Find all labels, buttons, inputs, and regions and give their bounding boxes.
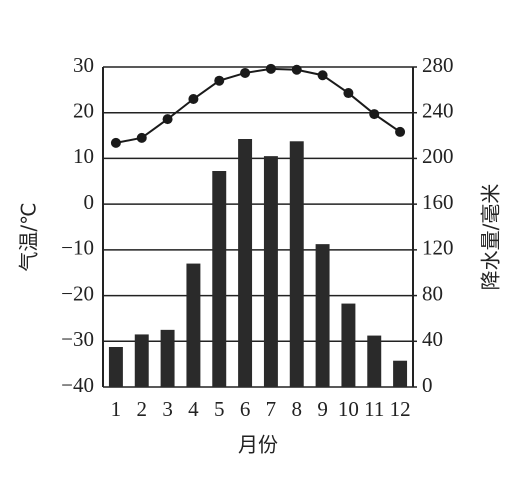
x-axis-label: 月份 (238, 433, 278, 457)
temperature-point (162, 114, 173, 125)
bar (134, 334, 149, 387)
temperature-point (343, 88, 354, 99)
x-tick-label: 3 (162, 397, 173, 421)
y2-tick-label: 120 (422, 236, 454, 260)
bar (341, 303, 356, 387)
x-tick-label: 7 (266, 397, 277, 421)
temperature-point (136, 132, 147, 143)
bar (393, 360, 408, 387)
x-tick-label: 9 (317, 397, 328, 421)
bar (108, 347, 123, 387)
y-axis-label: 气温/℃ (17, 202, 41, 271)
bar (238, 139, 253, 387)
bar (315, 244, 330, 387)
y2-tick-label: 0 (422, 373, 433, 397)
temperature-point (188, 94, 199, 104)
y2-tick-label: 160 (422, 190, 454, 214)
temperature-point (240, 67, 251, 78)
y-tick-label: −30 (61, 327, 94, 351)
y-tick-label: −40 (61, 373, 94, 397)
y2-tick-label: 80 (422, 281, 443, 305)
temperature-point (369, 109, 380, 120)
x-tick-label: 5 (214, 397, 225, 421)
temperature-point (110, 137, 121, 148)
y2-tick-label: 40 (422, 327, 443, 351)
bar (212, 171, 227, 387)
x-tick-label: 10 (338, 397, 359, 421)
bar (367, 335, 382, 387)
temperature-point (214, 75, 225, 86)
temperature-point (395, 126, 406, 137)
y-tick-label: −10 (61, 236, 94, 260)
x-tick-label: 8 (292, 397, 303, 421)
x-tick-label: 2 (137, 397, 148, 421)
y-tick-label: −20 (61, 281, 94, 305)
x-tick-label: 12 (390, 397, 411, 421)
x-tick-label: 1 (111, 397, 122, 421)
temperature-point (265, 63, 276, 74)
y-tick-label: 30 (73, 53, 94, 77)
y-tick-label: 10 (73, 144, 94, 168)
temperature-line (115, 67, 401, 144)
y2-axis-label: 降水量/毫米 (479, 184, 503, 291)
y-tick-label: 0 (84, 190, 95, 214)
temperature-point (291, 64, 302, 75)
bar (263, 156, 278, 387)
y-tick-label: 20 (73, 99, 94, 123)
bar (186, 263, 201, 387)
x-tick-label: 6 (240, 397, 251, 421)
y2-tick-label: 280 (422, 53, 454, 77)
x-tick-label: 4 (188, 397, 199, 421)
bar (289, 141, 304, 387)
bar (160, 329, 175, 387)
temperature-point (317, 70, 328, 81)
x-tick-label: 11 (364, 397, 384, 421)
y2-tick-label: 200 (422, 144, 454, 168)
y2-tick-label: 240 (422, 99, 454, 123)
